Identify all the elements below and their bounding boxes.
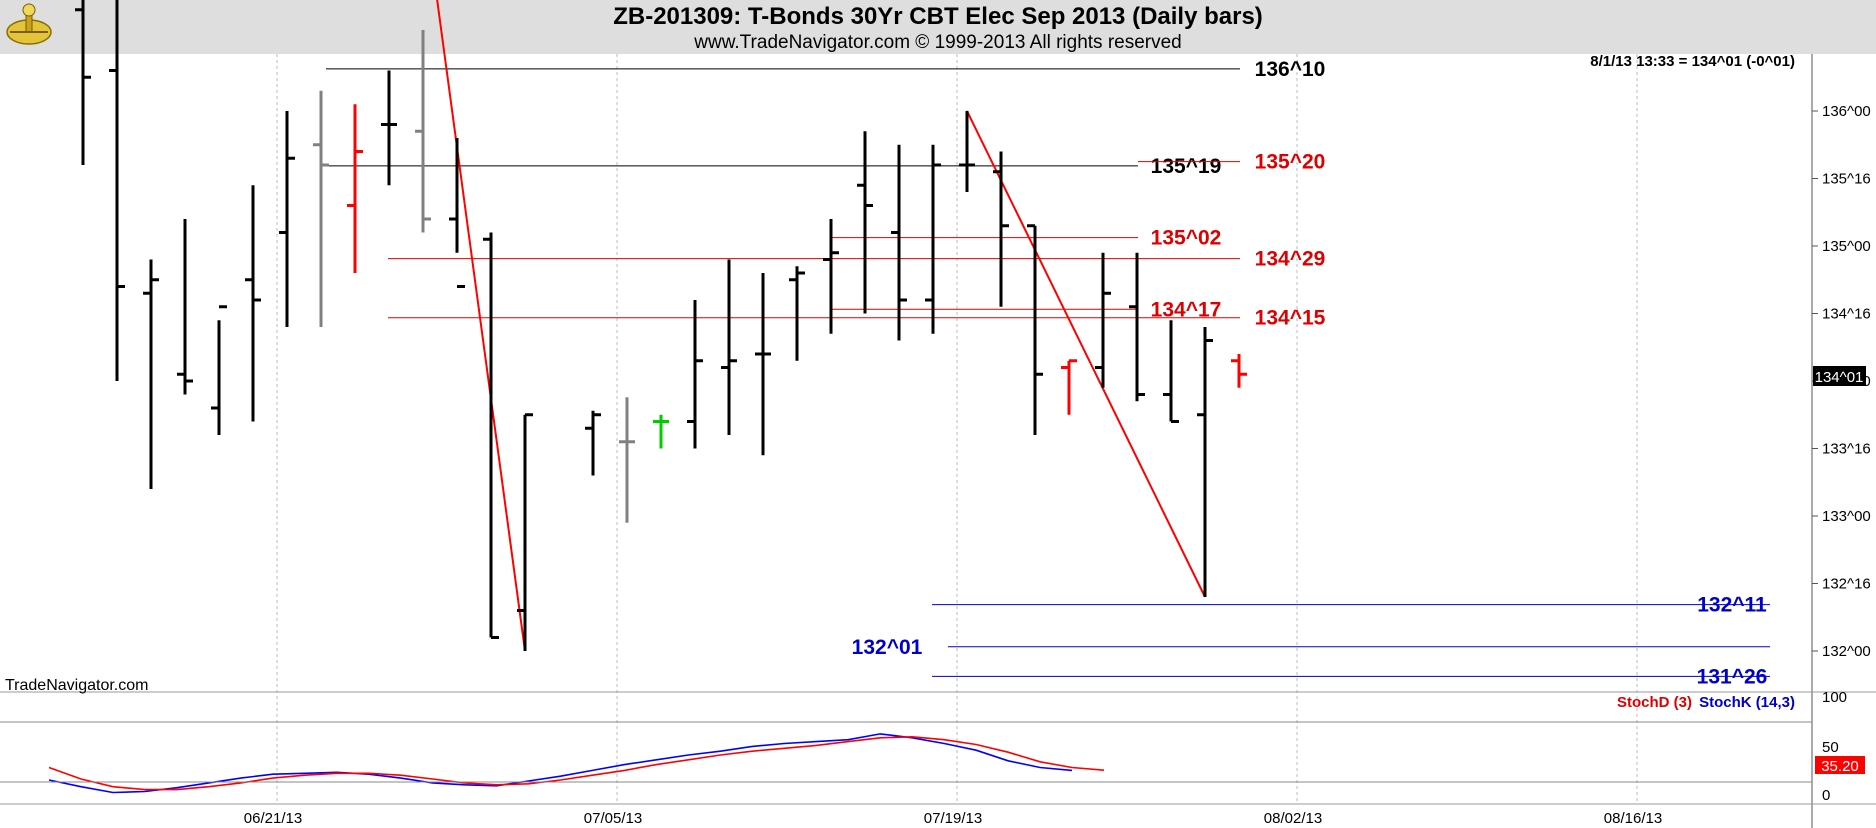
stoch-y-tick-label: 0 bbox=[1822, 787, 1830, 804]
stochastic-panel bbox=[48, 733, 1105, 794]
ohlc-bar bbox=[177, 219, 193, 395]
quote-readout: 8/1/13 13:33 = 134^01 (-0^01) bbox=[1590, 53, 1795, 70]
trendline bbox=[966, 110, 1206, 598]
last-price-tag: 134^01 bbox=[1813, 366, 1866, 386]
ohlc-bar bbox=[891, 144, 907, 341]
ohlc-bar bbox=[1061, 359, 1077, 415]
ohlc-bar bbox=[483, 232, 499, 639]
ohlc-bar bbox=[789, 266, 805, 361]
level-label: 134^17 bbox=[1151, 298, 1222, 321]
grid-lines bbox=[276, 54, 1638, 804]
level-lines: 136^10 135^19 135^20 135^02 134^29 134^17 134^… bbox=[326, 58, 1770, 688]
y-tick-label: 134^16 bbox=[1822, 306, 1871, 323]
level-label: 132^11 bbox=[1697, 594, 1767, 617]
ohlc-bar bbox=[1027, 224, 1043, 435]
ohlc-bar bbox=[381, 70, 397, 186]
chart-header: ZB-201309: T-Bonds 30Yr CBT Elec Sep 201… bbox=[0, 0, 1876, 54]
ohlc-bar bbox=[993, 151, 1009, 307]
level-label: 135^19 bbox=[1151, 155, 1222, 178]
ohlc-bar bbox=[959, 111, 975, 192]
axes: 136^00135^16135^00134^16134^00133^16133^… bbox=[0, 54, 1876, 828]
chart-subtitle: www.TradeNavigator.com © 1999-2013 All r… bbox=[694, 32, 1182, 53]
price-bars bbox=[75, 0, 1247, 651]
ohlc-bar bbox=[449, 138, 465, 288]
x-tick-label: 06/21/13 bbox=[244, 810, 302, 827]
ohlc-bar bbox=[415, 30, 431, 233]
level-label: 135^02 bbox=[1151, 227, 1222, 250]
ohlc-bar bbox=[517, 413, 533, 651]
stochk-legend: StochK (14,3) bbox=[1699, 694, 1795, 711]
ohlc-bar bbox=[75, 0, 91, 165]
ohlc-bar bbox=[585, 410, 601, 476]
y-tick-label: 133^16 bbox=[1822, 441, 1871, 458]
ohlc-bar bbox=[347, 104, 363, 273]
ohlc-bar bbox=[313, 90, 329, 327]
trade-navigator-logo-icon bbox=[6, 3, 52, 45]
stoch-value-tag-label: 35.20 bbox=[1821, 758, 1859, 775]
ohlc-bar bbox=[687, 300, 703, 449]
y-tick-label: 135^00 bbox=[1822, 238, 1871, 255]
trendline bbox=[436, 0, 526, 652]
ohlc-bar bbox=[653, 414, 669, 449]
level-label: 135^20 bbox=[1255, 151, 1326, 174]
ohlc-bar bbox=[143, 259, 159, 489]
ohlc-bar bbox=[1129, 252, 1145, 402]
stoch-value-tag: 35.20 bbox=[1815, 756, 1865, 775]
level-label: 134^15 bbox=[1255, 307, 1326, 330]
x-tick-label: 08/16/13 bbox=[1604, 810, 1662, 827]
watermark: TradeNavigator.com bbox=[5, 677, 148, 694]
y-tick-label: 133^00 bbox=[1822, 508, 1871, 525]
ohlc-bar bbox=[857, 131, 873, 314]
ohlc-bar bbox=[1197, 327, 1213, 597]
ohlc-bar bbox=[925, 144, 941, 334]
ohlc-bar bbox=[279, 111, 295, 327]
ohlc-bar bbox=[1163, 320, 1179, 423]
x-tick-label: 07/05/13 bbox=[584, 810, 642, 827]
stoch-y-tick-label: 100 bbox=[1822, 689, 1847, 706]
ohlc-bar bbox=[721, 259, 737, 435]
level-label: 132^01 bbox=[852, 636, 923, 659]
level-label: 131^26 bbox=[1697, 665, 1768, 688]
level-label: 134^29 bbox=[1255, 248, 1326, 271]
last-price-tag-label: 134^01 bbox=[1815, 369, 1864, 386]
y-tick-label: 132^00 bbox=[1822, 643, 1871, 660]
stochk-line bbox=[48, 733, 1073, 794]
level-label: 136^10 bbox=[1255, 58, 1326, 81]
x-tick-label: 07/19/13 bbox=[924, 810, 982, 827]
trend-lines bbox=[436, 0, 1206, 652]
ohlc-bar bbox=[1095, 252, 1111, 388]
stochd-legend: StochD (3) bbox=[1617, 694, 1692, 711]
ohlc-bar bbox=[245, 185, 261, 422]
ohlc-bar bbox=[823, 219, 839, 334]
ohlc-bar bbox=[109, 0, 125, 381]
chart-title: ZB-201309: T-Bonds 30Yr CBT Elec Sep 201… bbox=[613, 3, 1263, 30]
ohlc-bar bbox=[619, 397, 635, 523]
ohlc-bar bbox=[755, 273, 771, 456]
stochd-line bbox=[48, 735, 1105, 791]
ohlc-bar bbox=[1231, 354, 1247, 388]
x-tick-label: 08/02/13 bbox=[1264, 810, 1322, 827]
stoch-y-tick-label: 50 bbox=[1822, 739, 1839, 756]
y-tick-label: 136^00 bbox=[1822, 103, 1871, 120]
ohlc-bar bbox=[211, 305, 227, 435]
y-tick-label: 135^16 bbox=[1822, 171, 1871, 188]
y-tick-label: 132^16 bbox=[1822, 576, 1871, 593]
